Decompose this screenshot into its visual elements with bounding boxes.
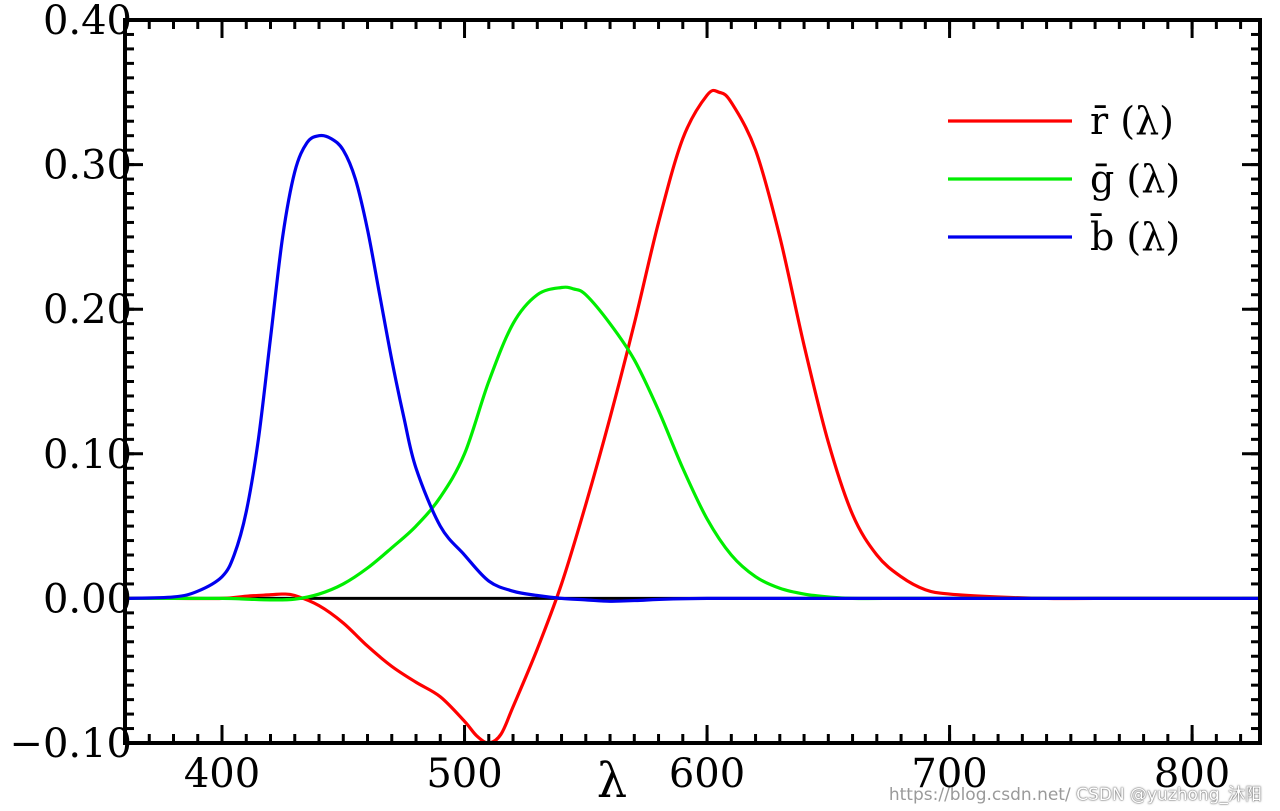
legend-label: b̄ (λ) — [1090, 214, 1181, 259]
x-axis-label: λ — [597, 753, 627, 809]
plot-area — [125, 20, 1260, 743]
r-bar-series-line — [125, 88, 1260, 745]
x-tick-label: 800 — [1154, 751, 1230, 797]
y-tick-label: 0.30 — [43, 143, 132, 189]
b-bar-series-line — [124, 133, 1260, 603]
x-tick-labels: 400 500 600 700 800 — [184, 751, 1230, 797]
x-tick-label: 500 — [426, 751, 502, 797]
plot-frame — [123, 18, 1262, 745]
y-tick-label: −0.10 — [9, 721, 132, 767]
watermark-url: https://blog.csdn.net/ — [888, 785, 1071, 805]
legend-label: ḡ (λ) — [1090, 157, 1180, 201]
y-tick-label: 0.10 — [43, 432, 132, 478]
legend-label: r̄ (λ) — [1090, 99, 1174, 143]
legend: r̄ (λ) ḡ (λ) b̄ (λ) — [948, 99, 1180, 259]
y-tick-label: 0.40 — [43, 0, 132, 44]
series-group — [124, 88, 1260, 745]
x-tick-label: 700 — [911, 751, 987, 797]
x-tick-label: 400 — [184, 751, 260, 797]
y-tick-labels: −0.10 0.00 0.10 0.20 0.30 0.40 — [9, 0, 132, 767]
watermark: https://blog.csdn.net/ CSDN @yuzhong_沐阳 — [889, 780, 1262, 805]
x-tick-label: 600 — [669, 751, 745, 797]
watermark-csdn: CSDN @yuzhong_沐阳 — [1076, 785, 1262, 805]
y-tick-label: 0.20 — [43, 287, 132, 333]
y-tick-label: 0.00 — [43, 576, 132, 622]
